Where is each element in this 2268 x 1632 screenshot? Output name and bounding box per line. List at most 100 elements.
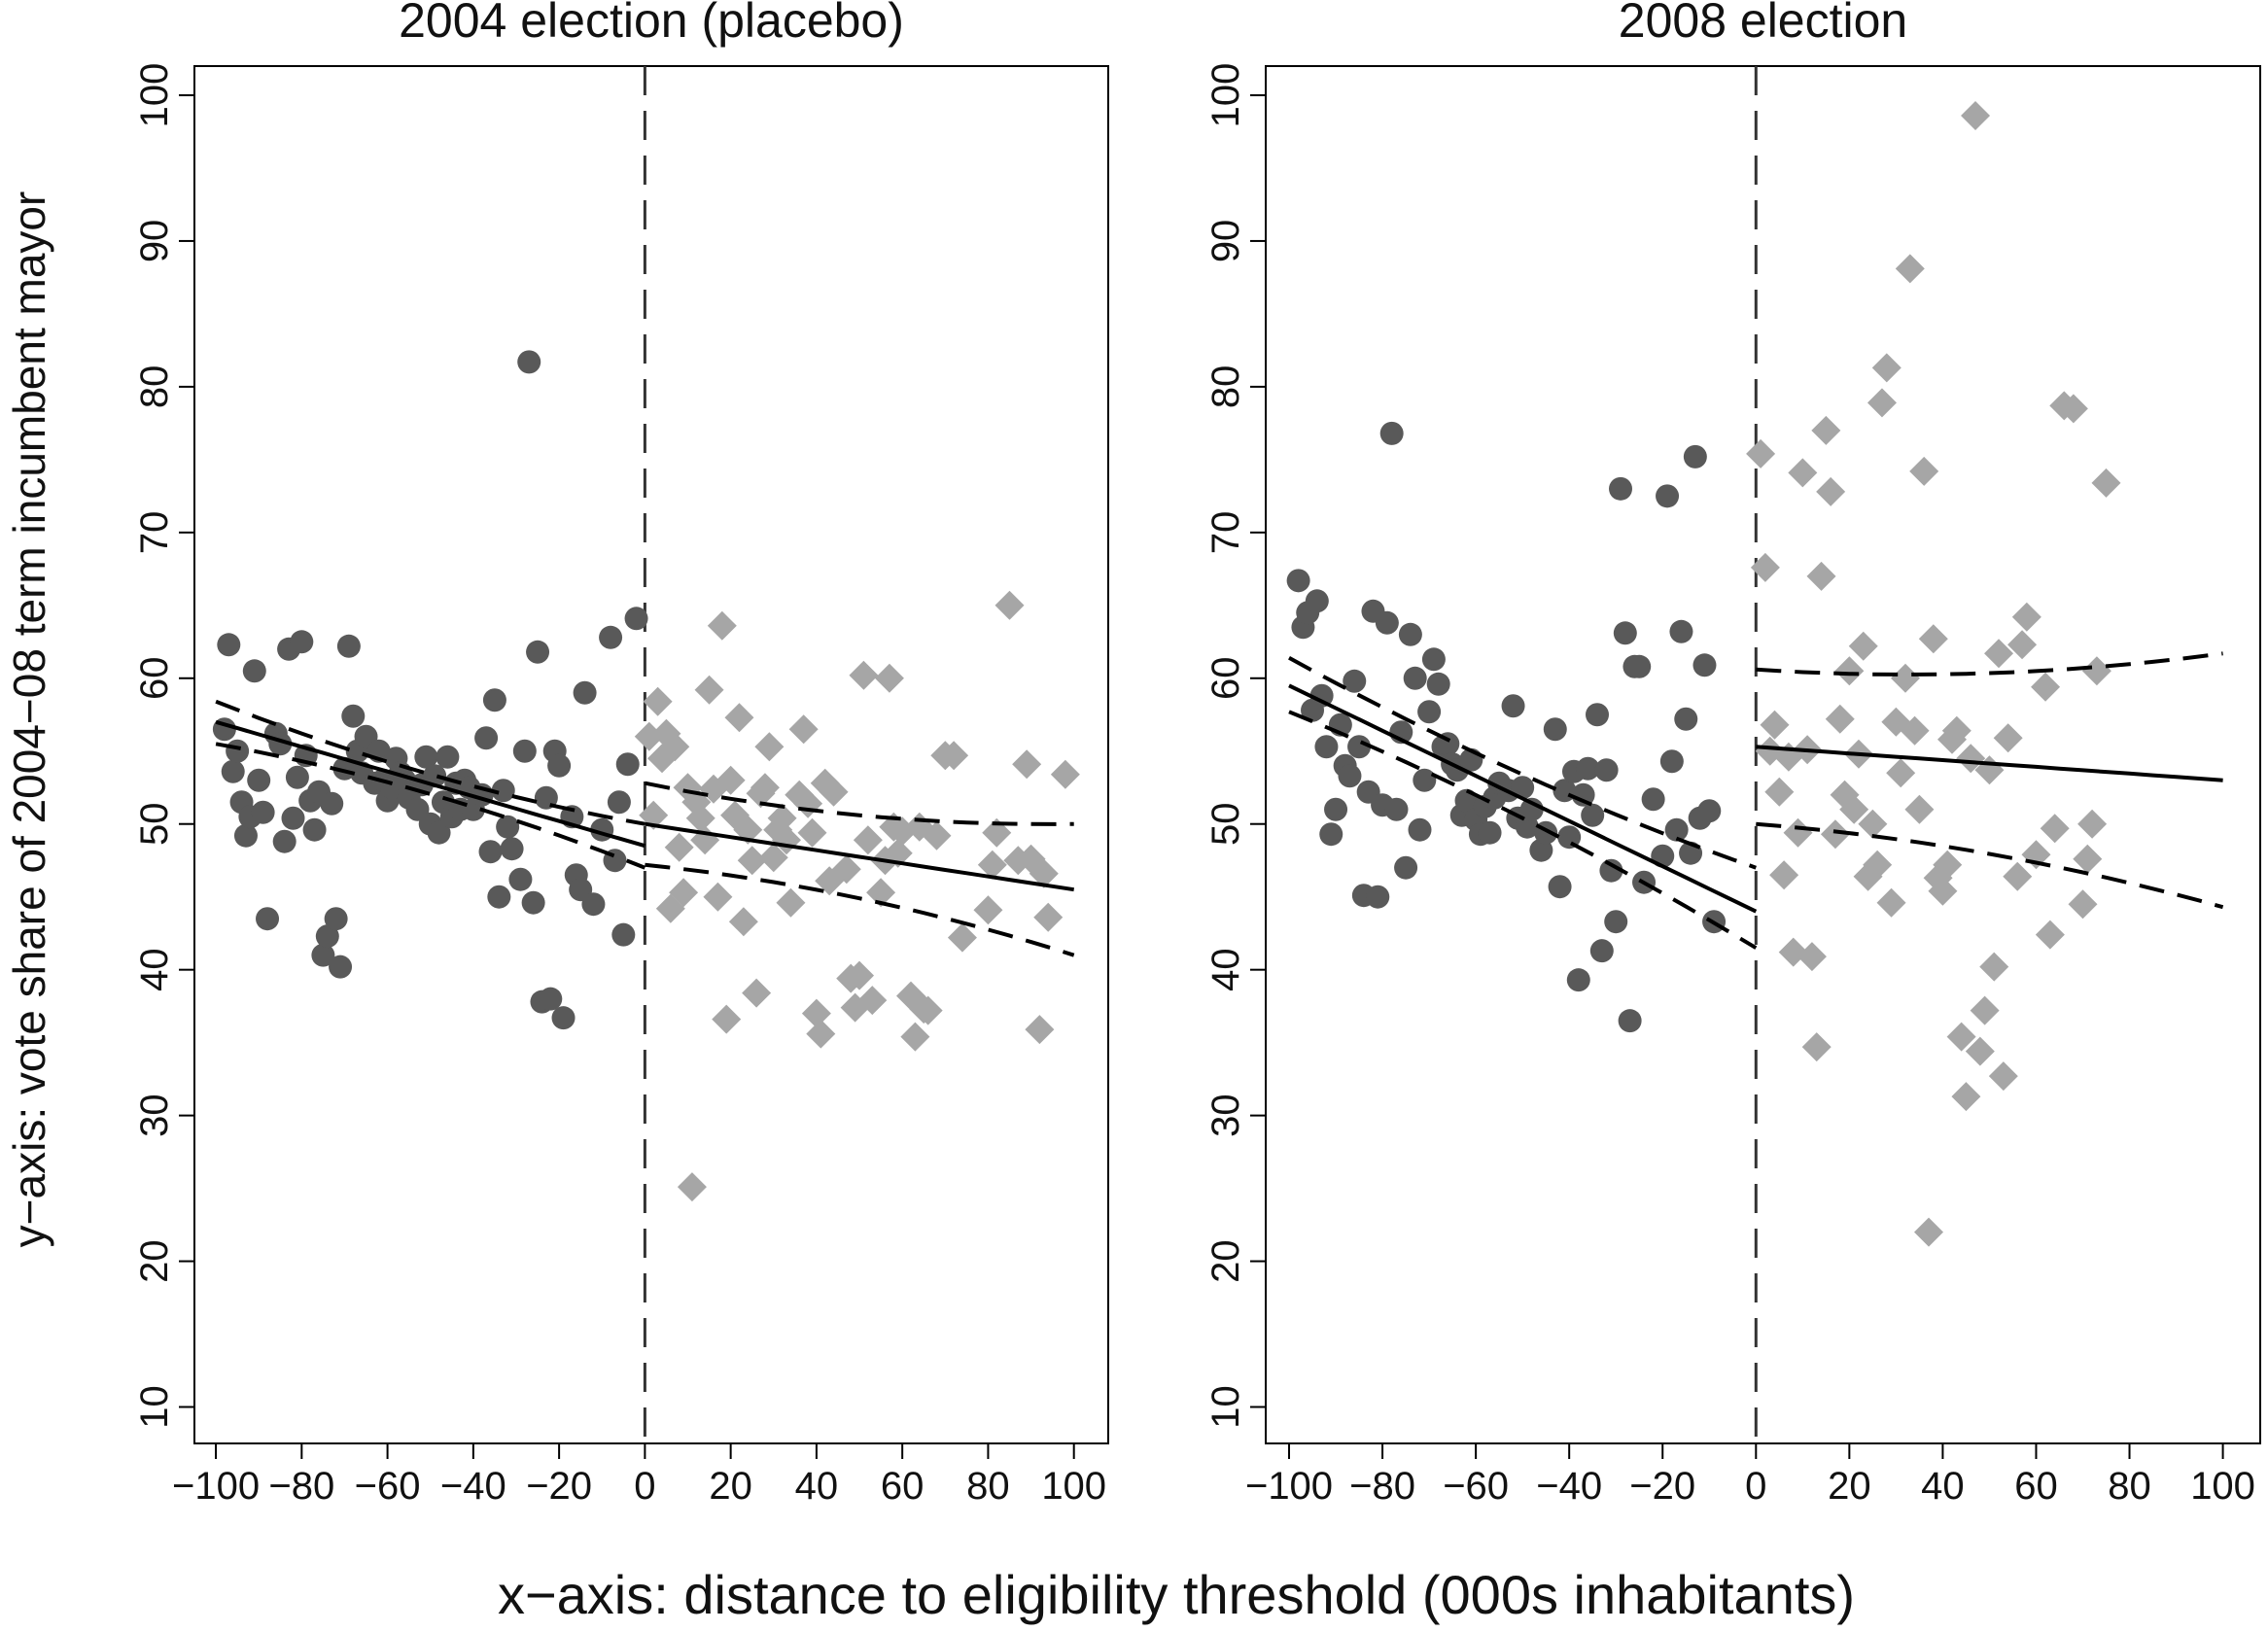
data-point-circle (1366, 885, 1390, 909)
data-point-diamond (900, 1022, 930, 1052)
data-point-circle (1581, 803, 1605, 827)
data-point-diamond (724, 703, 754, 733)
data-point-circle (336, 634, 361, 658)
x-axis-label: x−axis: distance to eligibility threshol… (498, 1564, 1855, 1625)
data-point-circle (1609, 476, 1633, 501)
data-point-diamond (1951, 1082, 1981, 1112)
data-point-diamond (994, 590, 1025, 620)
data-point-circle (1613, 621, 1637, 645)
x-tick-label: 40 (795, 1465, 839, 1508)
data-point-diamond (853, 825, 883, 855)
data-point-diamond (1834, 656, 1865, 686)
data-point-circle (1417, 700, 1442, 724)
data-point-diamond (913, 995, 943, 1025)
data-point-diamond (1816, 476, 1846, 506)
data-point-circle (1529, 838, 1553, 862)
data-point-diamond (1895, 254, 1925, 284)
data-point-diamond (1750, 552, 1780, 582)
data-point-diamond (707, 610, 737, 641)
y-axis-label: y−axis: vote share of 2004−08 term incum… (4, 191, 54, 1248)
data-point-diamond (758, 843, 788, 873)
data-point-circle (1413, 768, 1437, 792)
data-point-diamond (712, 1004, 742, 1034)
data-point-diamond (977, 850, 1007, 880)
data-point-diamond (2003, 861, 2033, 891)
data-point-diamond (1858, 809, 1888, 839)
x-tick-label: 60 (881, 1465, 925, 1508)
data-point-diamond (2040, 814, 2070, 844)
data-point-diamond (819, 777, 849, 807)
data-point-circle (1641, 787, 1665, 812)
data-point-circle (1478, 820, 1502, 845)
data-point-circle (1421, 647, 1446, 672)
data-point-circle (1324, 797, 1348, 821)
data-point-diamond (1900, 715, 1930, 746)
data-point-diamond (1764, 777, 1795, 807)
x-tick-label: 0 (634, 1465, 655, 1508)
x-tick-label: 0 (1745, 1465, 1766, 1508)
data-point-diamond (1801, 1032, 1832, 1062)
data-point-diamond (1984, 639, 2014, 669)
data-point-circle (1394, 855, 1418, 880)
data-point-diamond (2035, 920, 2065, 950)
data-point-diamond (664, 832, 694, 862)
data-point-circle (315, 924, 339, 949)
data-point-circle (320, 791, 344, 816)
data-point-circle (1669, 619, 1693, 643)
data-point-circle (512, 739, 537, 763)
data-point-diamond (1839, 794, 1869, 824)
data-point-diamond (1746, 438, 1776, 469)
data-point-diamond (660, 732, 690, 762)
y-tick-label: 70 (133, 511, 176, 555)
data-point-circle (1519, 797, 1544, 821)
x-tick-label: 100 (1041, 1465, 1106, 1508)
data-point-circle (1398, 622, 1422, 646)
fit-line-right (645, 821, 1075, 892)
data-point-diamond (849, 660, 879, 690)
ci-lower-right (1756, 821, 2224, 910)
data-point-diamond (1993, 723, 2023, 753)
data-point-diamond (1928, 876, 1958, 906)
data-point-circle (599, 625, 623, 649)
panel-title: 2008 election (1619, 0, 1907, 48)
panel-2008-election: 2008 election −100 −80 −60 −40 −20 0 20 40 60 80 10… (1204, 0, 2261, 1508)
y-tick-label: 80 (133, 365, 176, 409)
x-tick-label: −100 (172, 1465, 260, 1508)
y-tick-label: 10 (1204, 1385, 1247, 1429)
data-point-diamond (1988, 1061, 2018, 1092)
data-point-circle (302, 817, 327, 842)
data-point-circle (324, 907, 348, 931)
data-point-diamond (1956, 744, 1986, 774)
data-point-diamond (874, 663, 904, 693)
data-point-circle (1659, 749, 1684, 774)
data-point-circle (1426, 672, 1450, 696)
data-point-circle (496, 815, 520, 839)
data-point-circle (290, 630, 314, 654)
data-point-diamond (2007, 630, 2038, 660)
data-point-diamond (2091, 468, 2121, 498)
data-point-circle (1586, 703, 1609, 727)
data-point-circle (1594, 758, 1619, 782)
y-tick-label: 50 (1204, 802, 1247, 846)
x-tick-label: 20 (1828, 1465, 1871, 1508)
data-point-diamond (643, 686, 673, 716)
data-point-circle (1375, 610, 1399, 635)
data-point-diamond (866, 878, 896, 908)
data-point-diamond (1961, 100, 1991, 130)
data-point-diamond (2031, 672, 2061, 702)
data-point-circle (482, 688, 506, 712)
data-point-diamond (1970, 995, 2000, 1025)
data-point-circle (1548, 875, 1572, 899)
ci-upper-left (1288, 656, 1757, 870)
data-point-circle (217, 633, 241, 657)
x-tick-label: 20 (709, 1465, 752, 1508)
data-point-diamond (1965, 1036, 1995, 1066)
data-point-circle (1343, 669, 1367, 693)
x-tick-label: −40 (1536, 1465, 1602, 1508)
data-point-circle (272, 829, 297, 853)
data-point-circle (526, 640, 550, 664)
data-point-circle (539, 987, 563, 1011)
data-point-circle (1511, 776, 1535, 800)
data-point-circle (1384, 797, 1409, 821)
data-point-circle (1656, 484, 1680, 508)
